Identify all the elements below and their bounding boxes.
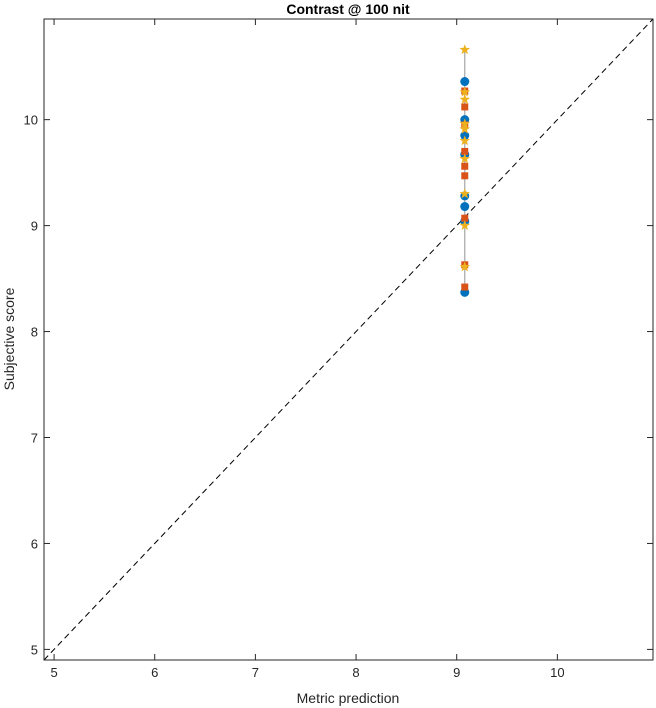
data-point-star: [459, 153, 470, 164]
axes-box: [43, 18, 654, 661]
x-tick-label: 9: [453, 665, 460, 680]
data-point-star: [459, 94, 470, 104]
y-tick-label: 7: [31, 431, 38, 446]
data-point-star: [459, 188, 470, 199]
x-axis-title: Metric prediction: [297, 690, 400, 706]
x-tick-label: 6: [151, 665, 158, 680]
data-point-square: [461, 283, 469, 291]
data-point-star: [459, 220, 470, 231]
data-point-circle: [460, 77, 470, 87]
data-point-star: [459, 261, 470, 272]
chart-title: Contrast @ 100 nit: [286, 1, 410, 17]
x-tick-label: 7: [252, 665, 259, 680]
data-point-square: [461, 172, 469, 180]
x-tick-label: 8: [352, 665, 359, 680]
y-tick-label: 5: [31, 642, 38, 657]
data-point-square: [461, 162, 469, 170]
y-tick-label: 10: [24, 113, 38, 128]
data-point-square: [461, 214, 469, 222]
x-tick-label: 5: [50, 665, 57, 680]
data-point-circle: [460, 202, 470, 212]
data-point-star: [459, 86, 470, 97]
x-tick-label: 10: [550, 665, 564, 680]
y-tick-label: 6: [31, 536, 38, 551]
identity-reference-line: [43, 18, 654, 661]
data-point-square: [461, 147, 469, 155]
y-tick-label: 8: [31, 325, 38, 340]
data-point-star: [459, 118, 470, 129]
data-point-star: [459, 44, 470, 55]
y-tick-label: 9: [31, 219, 38, 234]
data-point-square: [461, 103, 469, 111]
data-point-star: [459, 123, 470, 134]
data-points: [459, 44, 470, 297]
data-point-star: [459, 135, 470, 146]
y-axis-title: Subjective score: [1, 287, 17, 390]
axis-ticks: 5 6 7 8 9 10 5 6 7 8 9 10: [24, 19, 653, 680]
